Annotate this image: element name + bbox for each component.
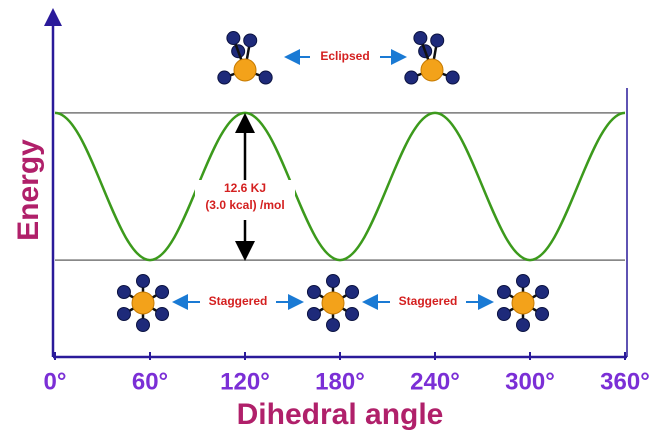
hydrogen-atom <box>136 318 150 332</box>
hydrogen-atom <box>413 31 428 46</box>
annotation: (3.0 kcal) /mol <box>205 198 284 212</box>
y-axis-arrow <box>44 8 62 26</box>
hydrogen-atom <box>516 318 530 332</box>
hydrogen-atom <box>326 274 340 288</box>
hydrogen-atom <box>516 274 530 288</box>
x-tick-label: 0° <box>44 368 67 395</box>
hydrogen-atom <box>404 70 419 85</box>
hydrogen-atom <box>345 285 360 299</box>
hydrogen-atom <box>535 285 550 299</box>
hydrogen-atom <box>258 70 273 85</box>
x-tick-label: 60° <box>132 368 168 395</box>
carbon-atom <box>511 291 535 315</box>
y-axis-title: Energy <box>12 139 45 241</box>
hydrogen-atom <box>226 31 241 46</box>
annotation: 12.6 KJ <box>224 181 266 195</box>
annotation: Staggered <box>209 294 268 308</box>
hydrogen-atom <box>326 318 340 332</box>
x-tick-label: 120° <box>220 368 270 395</box>
hydrogen-atom <box>243 33 258 48</box>
hydrogen-atom <box>217 70 232 85</box>
x-tick-label: 360° <box>600 368 649 395</box>
hydrogen-atom <box>535 307 550 321</box>
carbon-atom <box>233 58 257 82</box>
annotation: Staggered <box>399 294 458 308</box>
hydrogen-atom <box>345 307 360 321</box>
hydrogen-atom <box>155 307 170 321</box>
carbon-atom <box>321 291 345 315</box>
carbon-atom <box>131 291 155 315</box>
hydrogen-atom <box>496 285 511 299</box>
hydrogen-atom <box>445 70 460 85</box>
hydrogen-atom <box>496 307 511 321</box>
x-axis-title: Dihedral angle <box>237 398 444 431</box>
x-tick-label: 240° <box>410 368 460 395</box>
hydrogen-atom <box>306 307 321 321</box>
energy-curve <box>54 111 626 262</box>
hydrogen-atom <box>155 285 170 299</box>
x-tick-label: 180° <box>315 368 365 395</box>
hydrogen-atom <box>116 307 131 321</box>
hydrogen-atom <box>306 285 321 299</box>
x-tick-label: 300° <box>505 368 555 395</box>
barrier-label-bg <box>195 180 295 220</box>
annotation: Eclipsed <box>320 49 369 63</box>
hydrogen-atom <box>116 285 131 299</box>
hydrogen-atom <box>430 33 445 48</box>
hydrogen-atom <box>136 274 150 288</box>
carbon-atom <box>420 58 444 82</box>
